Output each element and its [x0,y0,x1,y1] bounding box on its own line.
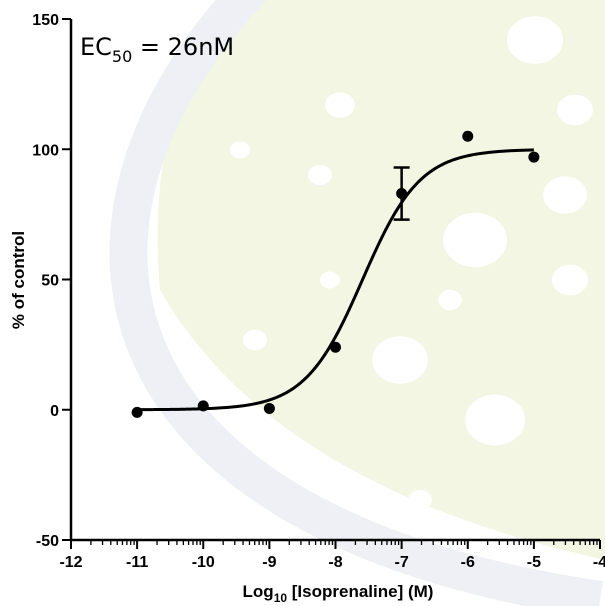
bg-spot [372,336,428,384]
y-tick-label: 150 [32,12,59,29]
data-point [528,151,540,163]
bg-arc [109,0,603,606]
bg-spot [552,264,588,296]
y-tick-label: 50 [41,273,59,290]
ec50-annotation: EC50 = 26nM [80,33,234,66]
y-axis-label: % of control [9,231,28,329]
x-axis-label: Log10 [Isoprenaline] (M) [243,582,434,605]
y-axis-ticks: -50 0 50 100 150 [32,12,71,550]
data-point [462,130,474,142]
x-tick-label: -11 [126,554,148,571]
x-tick-label: -7 [395,554,409,571]
x-tick-label: -9 [262,554,276,571]
y-tick-label: 100 [32,142,59,159]
data-point [330,341,341,353]
bg-spot [408,489,432,511]
x-tick-label: -6 [461,554,475,571]
bg-spot [543,176,587,214]
bg-spot [443,212,507,268]
data-points [131,130,540,418]
x-tick-label: -12 [59,554,82,571]
x-tick-label: -10 [192,554,215,571]
bg-spot [507,16,563,64]
bg-spot [465,394,525,446]
y-tick-label: 0 [50,403,59,420]
bg-spot [243,329,267,351]
x-tick-label: -8 [328,554,342,571]
bg-spot [320,271,340,289]
bg-spot [308,164,332,186]
data-point [263,402,275,414]
bg-spot [557,94,593,126]
x-tick-label: -4 [593,554,605,571]
bg-spot [438,289,462,311]
bg-spot [230,141,250,159]
background-watermark [109,0,605,606]
data-point [197,400,209,412]
x-tick-label: -5 [527,554,541,571]
bg-spot [325,92,355,118]
y-tick-label: -50 [36,533,59,550]
data-point [131,406,143,418]
data-point [396,188,408,200]
x-axis-ticks: -12 -11 -10 -9 -8 -7 -6 -5 -4 [59,540,605,571]
